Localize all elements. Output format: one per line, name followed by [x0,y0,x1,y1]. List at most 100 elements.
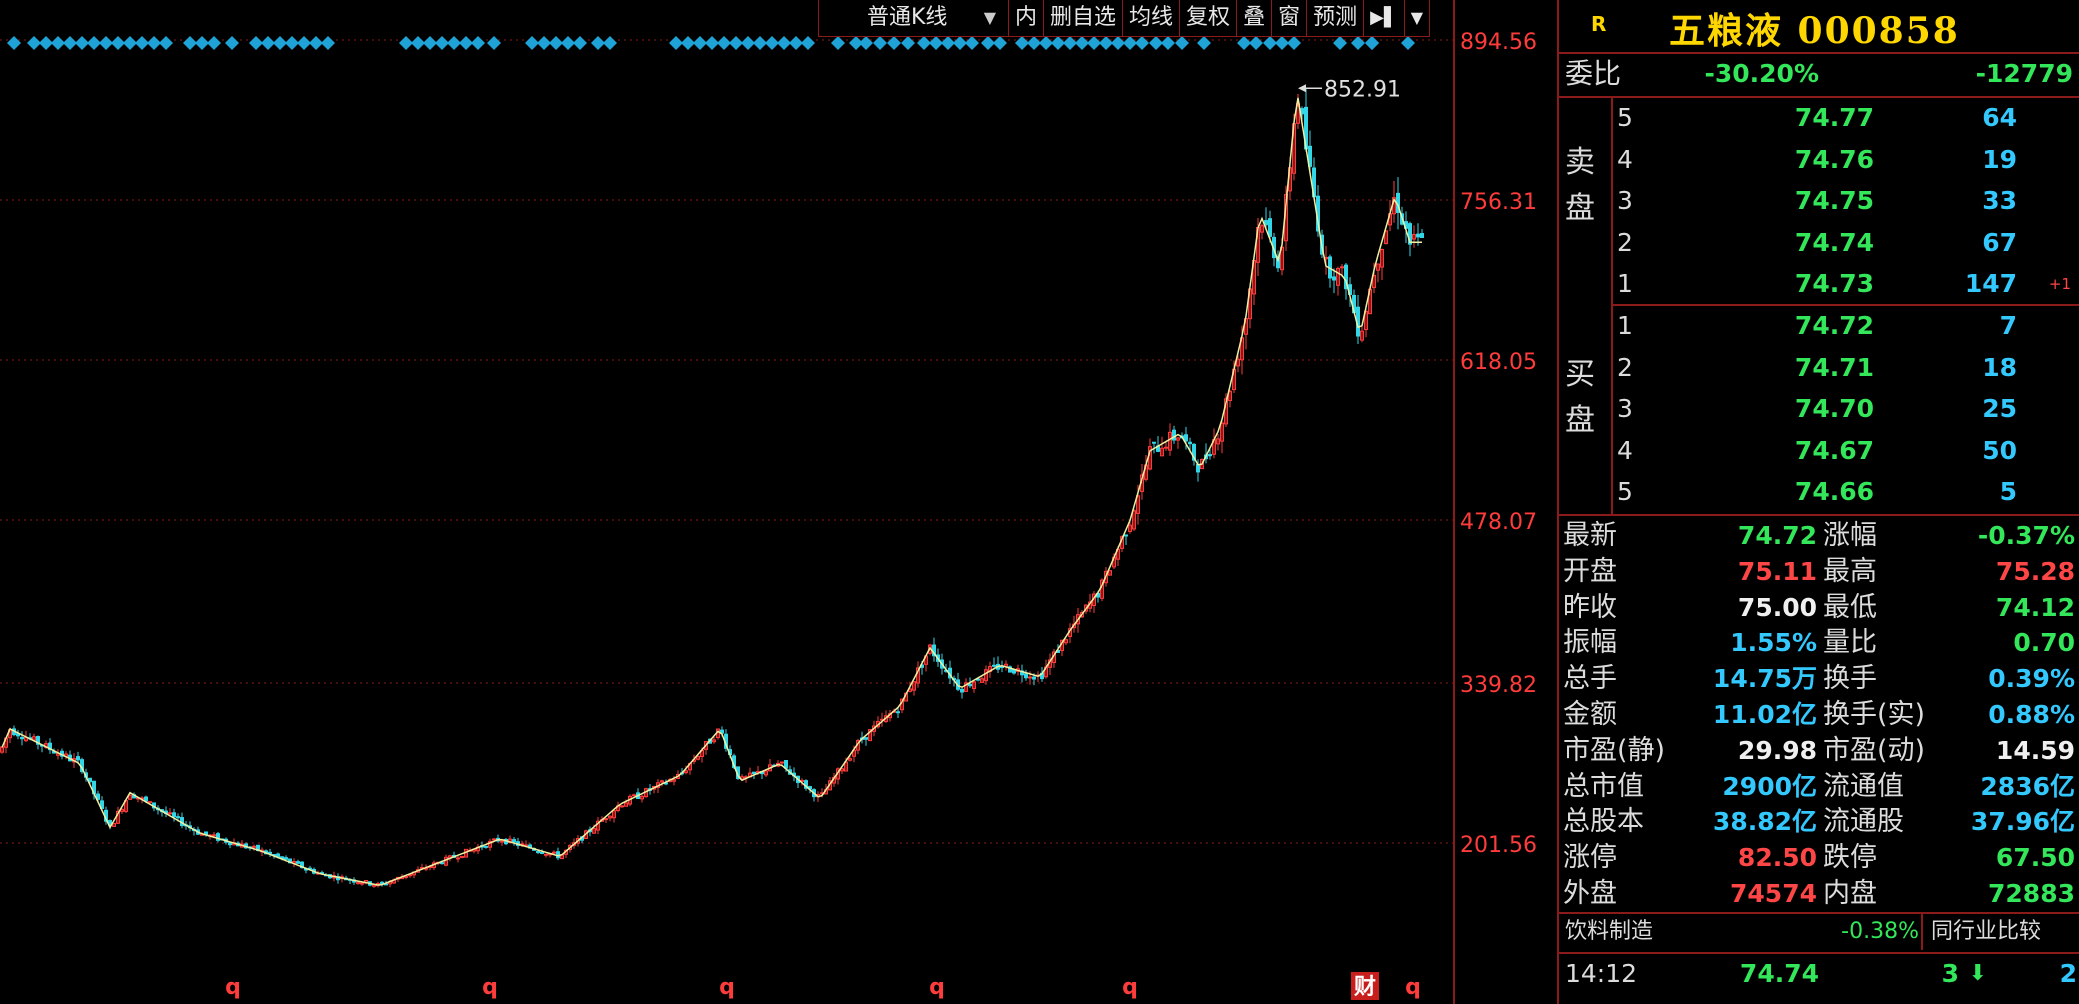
event-marker-icon [1351,36,1365,50]
quote-row: 总市值 2900亿 流通值 2836亿 [1559,769,2079,805]
weibi-diff: -12779 [1975,59,2073,88]
buy-level-row[interactable]: 4 74.67 50 [1559,431,2079,471]
tick-vol: 3 [1941,959,1959,988]
candle-body [212,834,216,837]
quote-value: 75.28 [1995,556,2075,586]
candle-body [536,850,540,853]
candle-body [764,770,768,776]
sell-level-row[interactable]: 4 74.76 19 [1559,140,2079,180]
candle-body [552,851,556,854]
candle-body [1028,676,1032,679]
event-marker-icon [929,36,943,50]
toolbar-button-adjust[interactable]: 复权 [1180,0,1238,36]
buy-volume: 18 [1982,352,2017,382]
quote-label: 最低 [1823,591,1877,623]
sell-level-row[interactable]: 3 74.75 33 [1559,181,2079,221]
candle-body [960,688,964,693]
candle-body [868,729,872,742]
candle-body [488,840,492,848]
sell-change-tag: +1 [2048,275,2071,293]
event-marker-icon [729,36,743,50]
event-marker-icon [1015,36,1029,50]
toolbar-button-overlay[interactable]: 叠 [1237,0,1273,36]
buy-price: 74.66 [1794,477,1874,506]
sell-volume: 19 [1982,144,2017,174]
price-axis-label: 756.31 [1460,190,1537,215]
candle-body [444,856,448,866]
candle-body [484,845,488,848]
candle-body [88,777,92,783]
event-marker-icon [1263,36,1277,50]
price-axis-label: 201.56 [1460,833,1537,858]
candle-body [112,822,116,827]
event-marker-icon [591,36,605,50]
event-marker-icon [423,36,437,50]
industry-compare-button[interactable]: 同行业比较 [1921,914,2079,950]
toolbar-button-moving-average[interactable]: 均线 [1123,0,1181,36]
buy-price: 74.67 [1794,435,1874,465]
candle-body [380,881,384,885]
kline-chart[interactable]: 894.56 756.31 618.05 478.07 339.82 201.56 852.… [0,0,1555,1004]
quote-value: 14.59 [1995,735,2075,765]
event-marker-icon [965,36,979,50]
event-marker-icon [51,36,65,50]
event-marker-icon [207,36,221,50]
candle-body [704,741,708,750]
event-marker-icon [435,36,449,50]
event-marker-icon [537,36,551,50]
candle-body [592,828,596,834]
buy-level-row[interactable]: 2 74.71 18 [1559,348,2079,388]
candle-body [712,739,716,743]
quote-label: 涨停 [1563,842,1617,874]
event-marker-icon [1051,36,1065,50]
candle-body [1408,223,1412,245]
skip-end-icon[interactable]: ▶▌ [1364,0,1405,36]
candle-body [684,770,688,774]
candle-body [780,761,784,764]
candle-body [1308,145,1312,167]
candle-body [752,771,756,775]
event-marker-icon [297,36,311,50]
buy-level: 5 [1617,477,1633,506]
quote-value: 82.50 [1737,843,1817,873]
event-marker-icon [123,36,137,50]
quote-label: 换手(实) [1823,699,1926,730]
quote-value: 1.55% [1730,628,1817,658]
sell-price: 74.73 [1794,269,1874,298]
toolbar-button-nei[interactable]: 内 [1009,0,1045,36]
event-marker-icon [765,36,779,50]
event-marker-icon [1365,36,1379,50]
sell-level-row[interactable]: 2 74.74 67 [1559,223,2079,263]
buy-level-row[interactable]: 5 74.66 5 [1559,472,2079,512]
candle-body [672,779,676,782]
report-marker-bg [1351,972,1379,1000]
event-marker-icon [1237,36,1251,50]
more-dropdown-icon[interactable]: ▼ [1410,8,1424,27]
industry-name[interactable]: 饮料制造 [1565,919,1654,944]
candle-body [360,882,364,885]
event-marker-icon [849,36,863,50]
candle-body [1416,233,1420,238]
candle-body [500,840,504,843]
event-marker-icon [249,36,263,50]
kline-type-select[interactable]: 普通K线 ▼ [819,0,1009,36]
sell-level-row[interactable]: 1 74.73 147 +1 [1559,264,2079,304]
event-marker-icon [75,36,89,50]
toolbar-button-delete-watchlist[interactable]: 删自选 [1044,0,1124,36]
event-marker-icon [1149,36,1163,50]
candle-body [128,794,132,800]
buy-level-row[interactable]: 3 74.70 25 [1559,389,2079,429]
price-axis-label: 339.82 [1460,673,1537,698]
event-marker-icon [1197,36,1211,50]
quote-value: -0.37% [1977,521,2075,550]
candle-body [1420,233,1424,239]
sell-level-row[interactable]: 5 74.77 64 [1559,98,2079,138]
toolbar-button-forecast[interactable]: 预测 [1307,0,1365,36]
sell-price: 74.74 [1794,227,1874,257]
buy-level-row[interactable]: 1 74.72 7 [1559,306,2079,346]
candle-body [1008,666,1012,673]
toolbar-button-window[interactable]: 窗 [1272,0,1308,36]
kline-chart-area[interactable]: 894.56 756.31 618.05 478.07 339.82 201.56 852.… [0,0,1555,1004]
event-marker-icon [87,36,101,50]
buy-level: 2 [1617,352,1633,382]
